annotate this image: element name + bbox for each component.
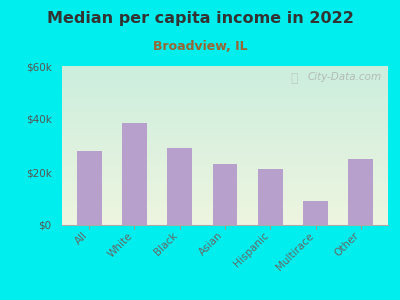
Bar (167, 148, 192, 225)
Bar (77, 151, 102, 225)
Bar (122, 123, 147, 225)
Text: Median per capita income in 2022: Median per capita income in 2022 (46, 11, 354, 26)
Bar (348, 159, 373, 225)
Text: City-Data.com: City-Data.com (307, 72, 382, 82)
Bar (258, 169, 283, 225)
Text: ⦾: ⦾ (290, 72, 298, 86)
Bar (303, 201, 328, 225)
Text: Broadview, IL: Broadview, IL (153, 40, 247, 53)
Bar (212, 164, 238, 225)
